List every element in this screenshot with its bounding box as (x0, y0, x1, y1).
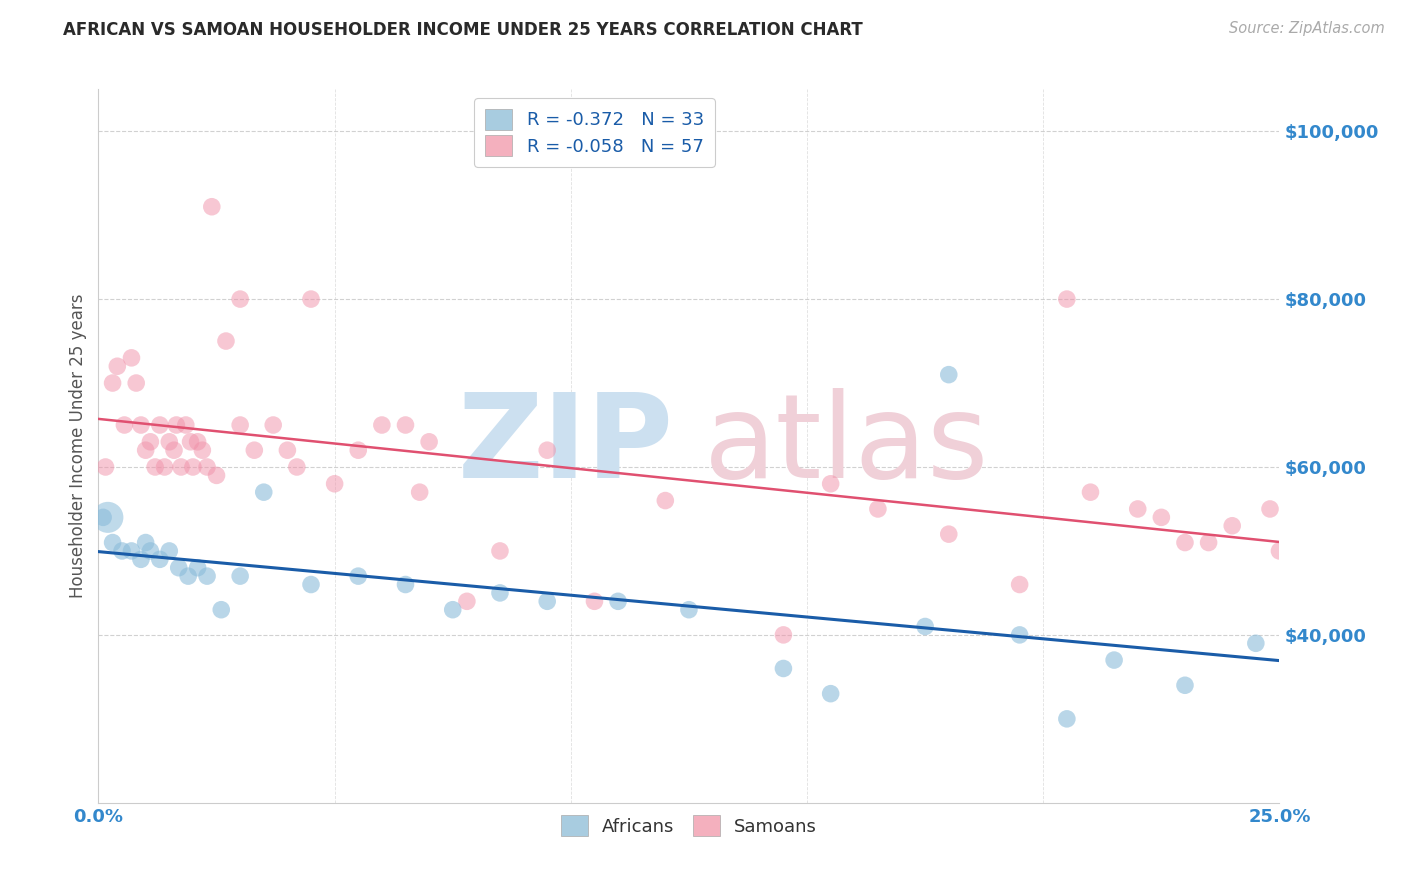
Point (174, 417, 197, 432)
Point (139, 434, 162, 449)
Point (201, 200, 224, 214)
Point (1126, 502, 1149, 516)
Point (112, 417, 135, 432)
Point (180, 434, 202, 449)
Point (285, 460, 308, 475)
Point (253, 485, 276, 500)
Point (129, 552, 152, 566)
Point (170, 460, 193, 475)
Point (1150, 510, 1173, 524)
Point (1102, 653, 1125, 667)
Point (181, 460, 204, 475)
Point (153, 460, 176, 475)
Point (149, 417, 172, 432)
Point (229, 417, 252, 432)
Point (101, 376, 124, 390)
Point (1080, 485, 1102, 500)
Point (94, 460, 117, 475)
Point (165, 417, 187, 432)
Point (229, 569, 252, 583)
Point (408, 485, 430, 500)
Point (129, 417, 152, 432)
Point (914, 619, 936, 633)
Point (167, 560, 190, 574)
Point (1244, 636, 1267, 650)
Point (121, 351, 143, 365)
Point (441, 603, 464, 617)
Point (101, 535, 124, 549)
Point (456, 594, 478, 608)
Point (678, 603, 700, 617)
Point (1174, 678, 1197, 692)
Point (654, 493, 676, 508)
Point (1008, 577, 1031, 591)
Point (187, 434, 209, 449)
Point (938, 527, 960, 541)
Text: AFRICAN VS SAMOAN HOUSEHOLDER INCOME UNDER 25 YEARS CORRELATION CHART: AFRICAN VS SAMOAN HOUSEHOLDER INCOME UND… (63, 21, 863, 38)
Point (91, 510, 114, 524)
Point (536, 443, 558, 458)
Point (209, 603, 232, 617)
Point (1258, 502, 1281, 516)
Point (191, 443, 214, 458)
Point (262, 417, 284, 432)
Text: ZIP: ZIP (457, 389, 673, 503)
Point (105, 359, 128, 374)
Point (195, 460, 218, 475)
Point (97, 510, 120, 524)
Point (195, 569, 218, 583)
Point (489, 586, 512, 600)
Point (299, 577, 322, 591)
Text: Source: ZipAtlas.com: Source: ZipAtlas.com (1229, 21, 1385, 36)
Point (121, 544, 143, 558)
Point (157, 544, 180, 558)
Point (1008, 628, 1031, 642)
Point (139, 544, 162, 558)
Point (772, 661, 794, 675)
Point (347, 443, 370, 458)
Point (243, 443, 266, 458)
Point (1056, 292, 1078, 306)
Point (205, 468, 228, 483)
Point (1268, 544, 1291, 558)
Point (418, 434, 440, 449)
Point (143, 460, 166, 475)
Point (938, 368, 960, 382)
Point (111, 544, 134, 558)
Point (157, 434, 180, 449)
Point (299, 292, 322, 306)
Point (1056, 712, 1078, 726)
Point (125, 376, 148, 390)
Point (1174, 535, 1197, 549)
Point (371, 417, 394, 432)
Point (866, 502, 889, 516)
Point (1198, 535, 1220, 549)
Point (229, 292, 252, 306)
Point (215, 334, 238, 348)
Point (1220, 518, 1243, 533)
Point (347, 569, 370, 583)
Point (187, 560, 209, 574)
Point (772, 628, 794, 642)
Point (607, 594, 630, 608)
Point (177, 569, 200, 583)
Point (323, 476, 346, 491)
Point (149, 552, 172, 566)
Point (135, 443, 157, 458)
Legend: Africans, Samoans: Africans, Samoans (551, 806, 827, 845)
Point (536, 594, 558, 608)
Text: atlas: atlas (704, 389, 990, 503)
Y-axis label: Householder Income Under 25 years: Householder Income Under 25 years (69, 293, 87, 599)
Point (135, 535, 157, 549)
Point (820, 687, 842, 701)
Point (583, 594, 606, 608)
Point (163, 443, 186, 458)
Point (394, 577, 416, 591)
Point (394, 417, 416, 432)
Point (820, 476, 842, 491)
Point (276, 443, 298, 458)
Point (489, 544, 512, 558)
